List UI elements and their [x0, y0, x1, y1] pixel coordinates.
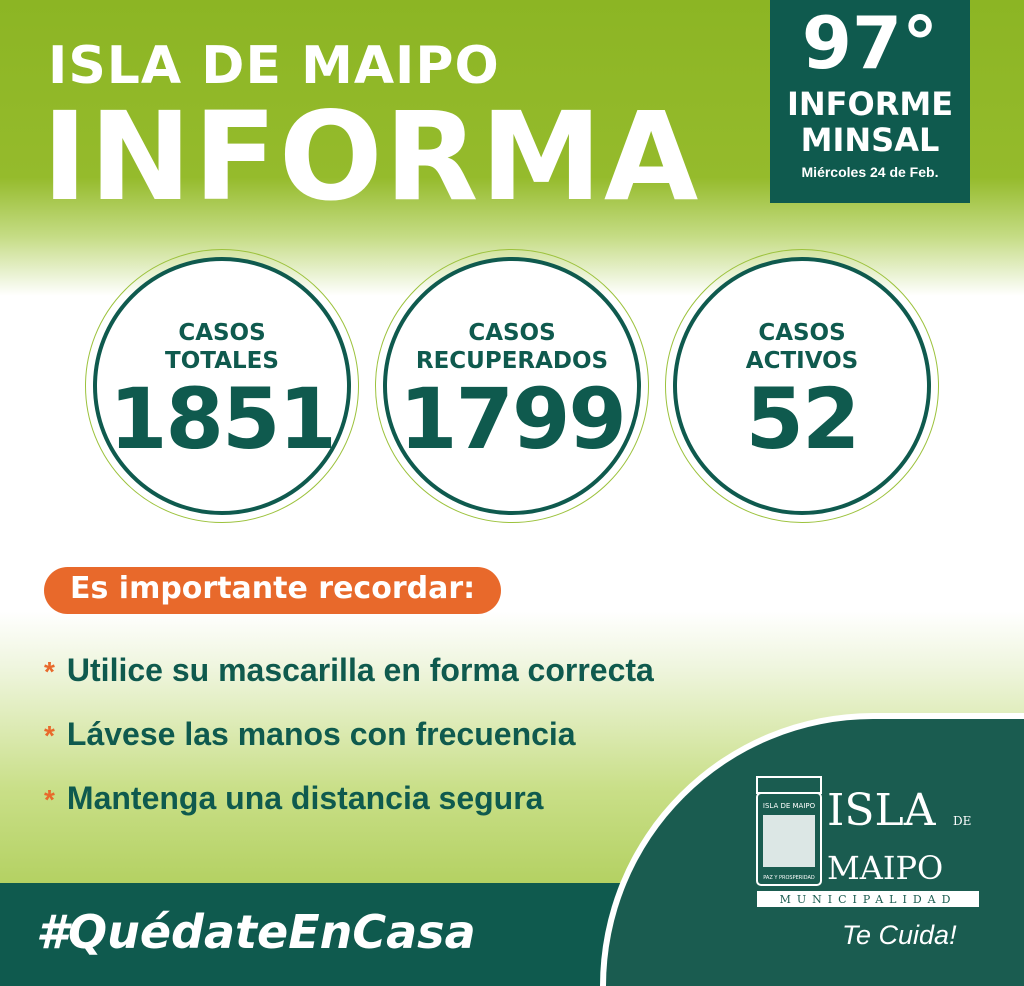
stat-total: CASOS TOTALES 1851: [85, 249, 359, 523]
tip-text: Utilice su mascarilla en forma correcta: [66, 652, 654, 688]
reminder-title: Es importante recordar:: [44, 567, 502, 614]
title-line2: INFORMA: [42, 86, 701, 228]
asterisk-icon: *: [44, 656, 55, 687]
stat-label: CASOS: [468, 320, 556, 346]
municipality-logo: ISLA DE MAIPO PAZ Y PROSPERIDAD ISLA DE …: [756, 776, 979, 907]
footer-bar: [0, 883, 660, 986]
asterisk-icon: *: [44, 784, 55, 815]
report-box: 97° INFORME MINSAL Miércoles 24 de Feb.: [770, 0, 970, 203]
stat-label: TOTALES: [165, 348, 279, 374]
report-date: Miércoles 24 de Feb.: [801, 164, 939, 180]
tip-item: * Mantenga una distancia segura: [44, 780, 543, 817]
logo-isla: ISLA: [827, 785, 937, 836]
title-line1: ISLA DE MAIPO: [48, 36, 500, 96]
logo-maipo: MAIPO: [827, 849, 943, 887]
shield-text: ISLA DE MAIPO: [763, 802, 816, 810]
stat-label: CASOS: [178, 320, 266, 346]
tagline: Te Cuida!: [842, 920, 957, 950]
stat-active: CASOS ACTIVOS 52: [665, 249, 939, 523]
hashtag: #QuédateEnCasa: [36, 905, 476, 959]
stat-label: RECUPERADOS: [415, 348, 609, 374]
tip-text: Mantenga una distancia segura: [66, 780, 544, 816]
stat-label: ACTIVOS: [745, 348, 859, 374]
tip-item: * Utilice su mascarilla en forma correcta: [44, 652, 654, 689]
asterisk-icon: *: [44, 720, 55, 751]
stat-recovered: CASOS RECUPERADOS 1799: [375, 249, 649, 523]
stat-value: 52: [745, 370, 861, 468]
report-line2: MINSAL: [800, 121, 940, 159]
report-line1: INFORME: [786, 85, 954, 123]
tip-item: * Lávese las manos con frecuencia: [44, 716, 576, 753]
stat-value: 1851: [109, 370, 337, 468]
motto: PAZ Y PROSPERIDAD: [763, 875, 815, 881]
report-number: 97°: [801, 1, 939, 85]
logo-subtitle: MUNICIPALIDAD: [780, 893, 957, 906]
logo-de: DE: [953, 814, 971, 828]
tip-text: Lávese las manos con frecuencia: [66, 716, 576, 752]
stat-label: CASOS: [758, 320, 846, 346]
stat-value: 1799: [399, 370, 627, 468]
